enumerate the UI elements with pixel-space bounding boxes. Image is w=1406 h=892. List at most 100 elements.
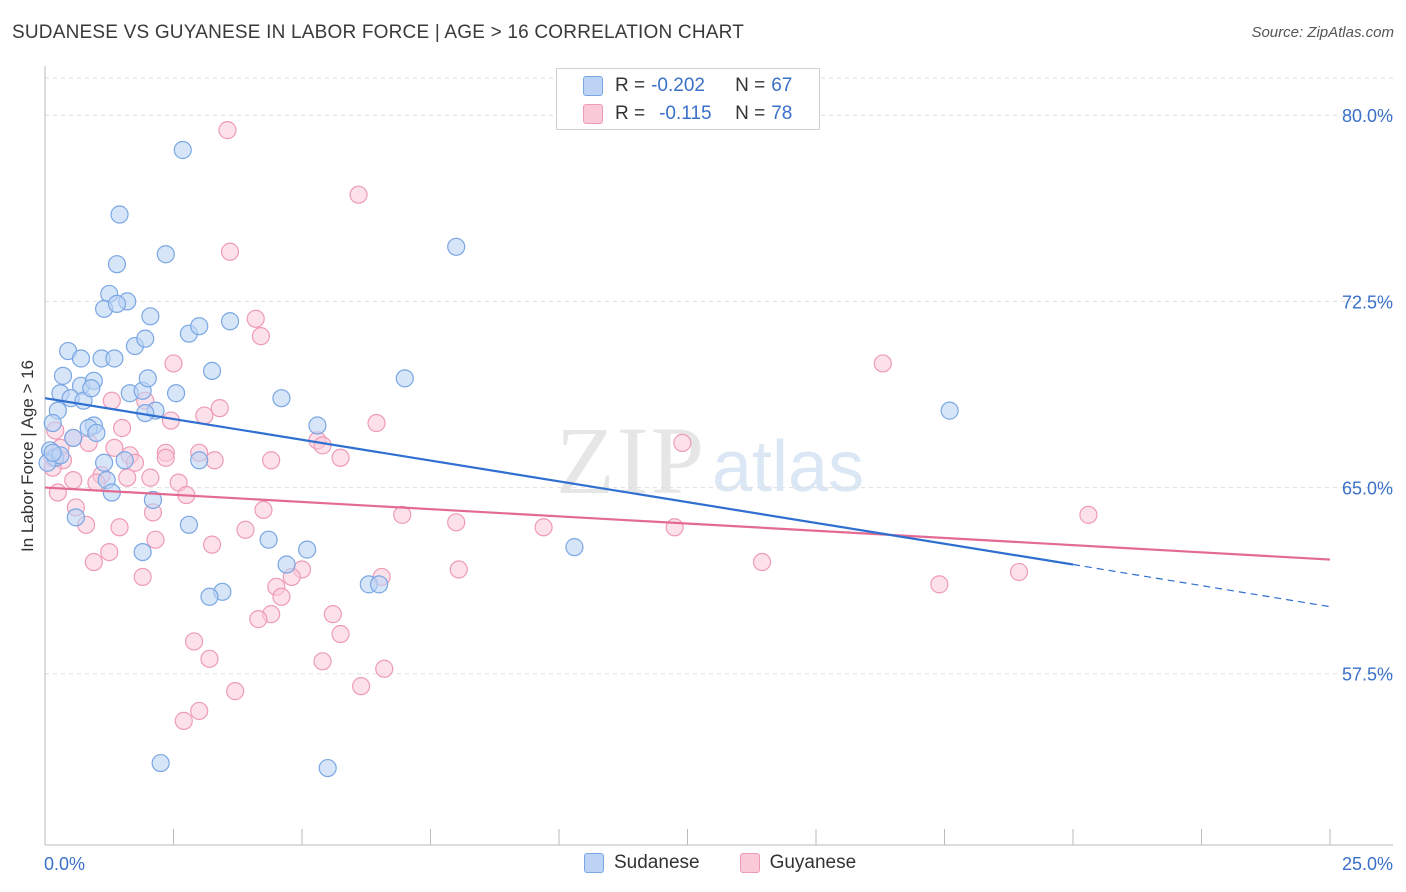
guyanese-point [673, 433, 692, 452]
sudanese-point [133, 543, 152, 562]
sudanese-point [43, 413, 62, 433]
r-value: -0.202 [651, 75, 705, 96]
sudanese-point [179, 515, 199, 534]
series-legend: Sudanese Guyanese [584, 852, 856, 874]
sudanese-point [64, 428, 83, 448]
guyanese-point [254, 500, 273, 520]
guyanese-point [164, 354, 183, 373]
guyanese-point [313, 652, 332, 671]
sudanese-point [156, 245, 175, 264]
guyanese-point [313, 436, 332, 455]
sudanese-trend-extension [1072, 563, 1331, 608]
legend-row-guyanese: R = -0.115 N = 78 [583, 103, 792, 125]
sudanese-point [202, 361, 222, 380]
sudanese-legend-swatch [584, 853, 604, 873]
guyanese-point [202, 535, 222, 554]
sudanese-point [166, 384, 186, 403]
guyanese-point [64, 471, 83, 490]
guyanese-point [349, 185, 368, 204]
legend-label-sudanese: Sudanese [614, 852, 700, 873]
guyanese-point [190, 701, 209, 721]
sudanese-swatch [583, 76, 603, 96]
sudanese-point [95, 453, 114, 472]
sudanese-point [298, 540, 317, 559]
n-value: 67 [771, 75, 793, 96]
sudanese-point [107, 255, 127, 274]
guyanese-point [174, 711, 193, 730]
guyanese-point [48, 483, 67, 502]
sudanese-trend-line [44, 397, 1074, 566]
guyanese-point [200, 649, 219, 668]
guyanese-point [447, 513, 466, 532]
x-tick-label: 25.0% [1342, 854, 1393, 874]
guyanese-point [84, 552, 103, 572]
guyanese-point [1009, 562, 1029, 582]
sudanese-point [43, 443, 62, 462]
sudanese-point [143, 490, 163, 510]
gridlines [45, 77, 1393, 675]
sudanese-point [395, 369, 414, 388]
guyanese-point [367, 413, 386, 433]
guyanese-point [449, 560, 468, 579]
guyanese-point [133, 567, 152, 587]
sudanese-point [200, 587, 219, 606]
guyanese-point [375, 659, 394, 678]
guyanese-point [102, 391, 121, 410]
sudanese-point [87, 423, 106, 443]
sudanese-point [318, 758, 337, 778]
guyanese-trend-line [44, 486, 1331, 561]
guyanese-swatch [583, 104, 603, 124]
sudanese-point [370, 575, 389, 594]
sudanese-point [190, 451, 209, 470]
guyanese-point [141, 468, 160, 487]
watermark-atlas: atlas [712, 427, 864, 507]
guyanese-points [43, 121, 1098, 730]
guyanese-point [220, 242, 240, 261]
guyanese-point [251, 327, 270, 346]
sudanese-point [151, 753, 170, 773]
guyanese-point [246, 309, 265, 328]
sudanese-point [107, 294, 127, 313]
guyanese-point [100, 543, 119, 562]
correlation-legend: R = -0.202 N = 67 R = -0.115 N = 78 [556, 68, 820, 130]
guyanese-point [118, 468, 137, 487]
guyanese-point [930, 575, 949, 594]
guyanese-point [112, 418, 132, 438]
sudanese-point [940, 401, 959, 420]
r-value: -0.115 [659, 103, 712, 124]
sudanese-point [173, 140, 192, 160]
r-label: R = [615, 103, 646, 124]
guyanese-point [195, 406, 214, 425]
guyanese-point [156, 448, 175, 467]
trend-lines [44, 397, 1331, 608]
sudanese-point [105, 349, 124, 368]
guyanese-point [146, 530, 165, 549]
watermark-zip: ZIP [556, 407, 706, 514]
guyanese-point [272, 587, 291, 606]
sudanese-point [190, 317, 209, 336]
guyanese-point [210, 399, 229, 418]
chart-title: SUDANESE VS GUYANESE IN LABOR FORCE | AG… [12, 22, 744, 43]
guyanese-point [226, 682, 245, 701]
guyanese-point [184, 632, 204, 651]
legend-label-guyanese: Guyanese [769, 852, 857, 873]
guyanese-point [323, 605, 342, 624]
y-tick-label: 65.0% [1342, 479, 1393, 499]
guyanese-point [752, 552, 772, 572]
sudanese-point [115, 451, 134, 470]
y-axis-label: In Labor Force | Age > 16 [18, 359, 37, 553]
guyanese-point [873, 354, 892, 373]
legend-row-sudanese: R = -0.202 N = 67 [583, 75, 792, 97]
guyanese-point [262, 451, 281, 470]
sudanese-point [53, 366, 73, 385]
sudanese-point [71, 349, 91, 368]
r-label: R = [615, 75, 646, 96]
chart-source: Source: ZipAtlas.com [1251, 24, 1394, 41]
y-tick-label: 80.0% [1342, 106, 1393, 126]
guyanese-point [331, 624, 350, 644]
guyanese-point [393, 505, 412, 524]
n-value: 78 [771, 103, 793, 124]
guyanese-point [218, 121, 237, 140]
guyanese-point [249, 610, 268, 629]
